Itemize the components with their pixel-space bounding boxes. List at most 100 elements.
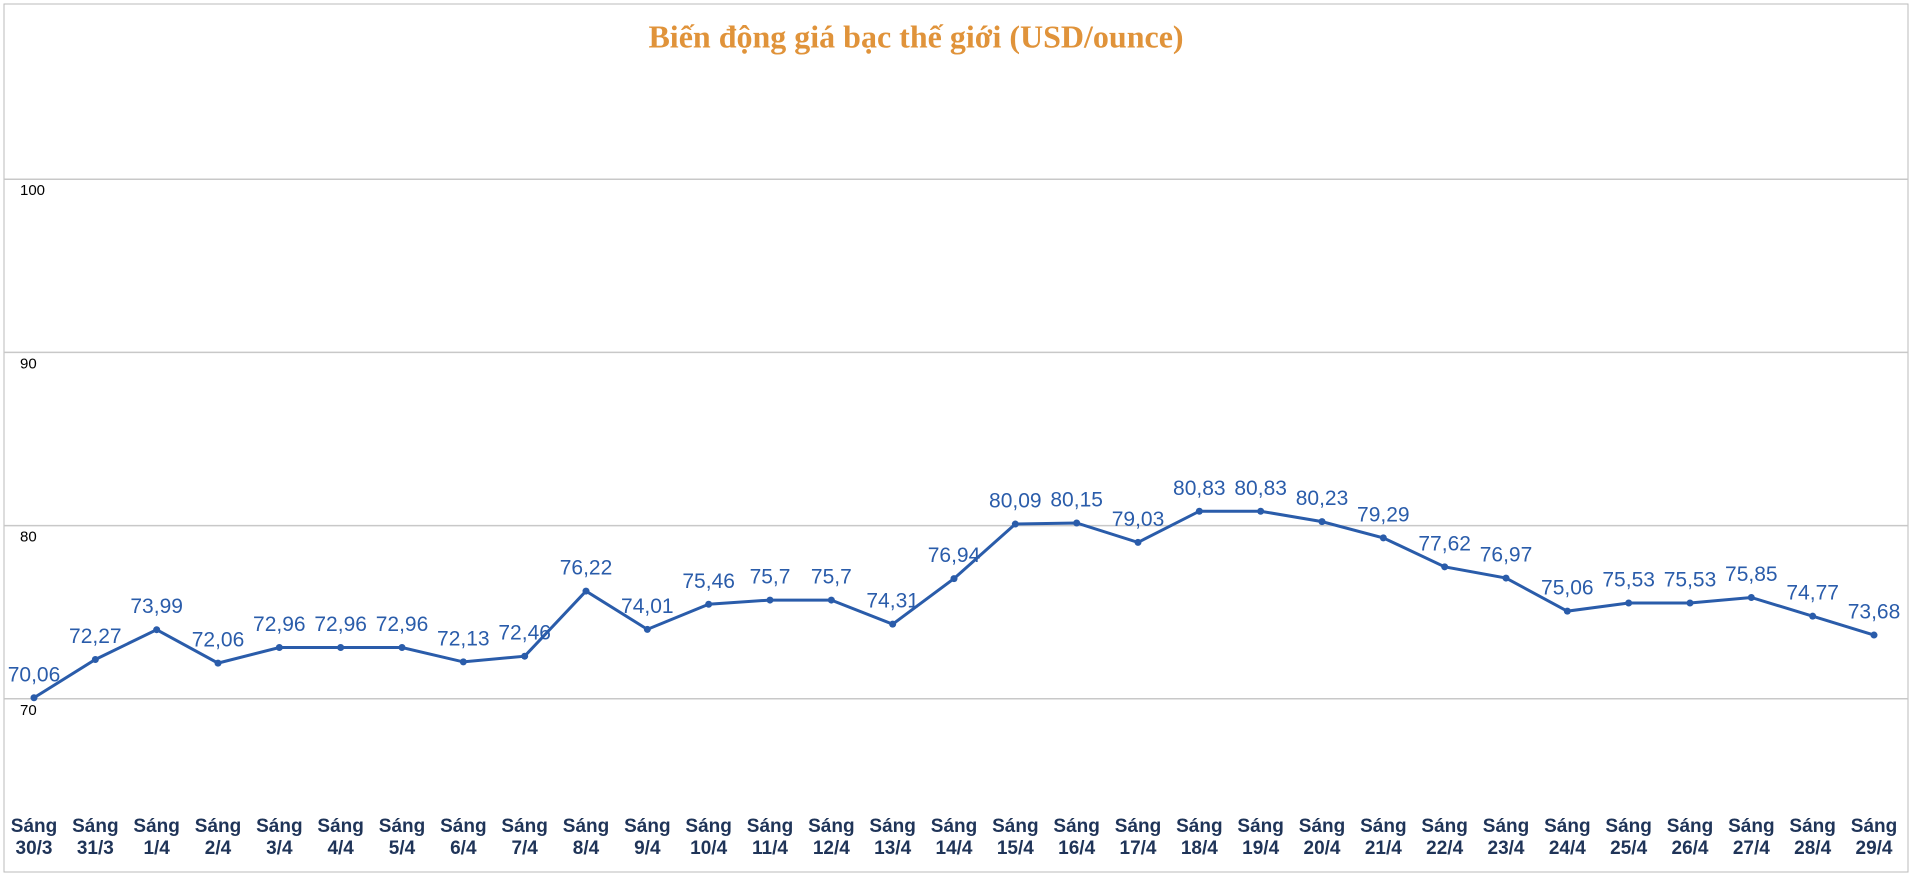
point [766, 596, 774, 604]
point [1809, 612, 1817, 620]
x-tick-label: Sáng 29/4 [1850, 816, 1898, 859]
x-tick-label: Sáng 5/4 [378, 816, 426, 859]
data-label: 72,46 [498, 622, 551, 645]
x-tick-label: Sáng 11/4 [746, 816, 794, 859]
point [337, 644, 345, 652]
point [1318, 518, 1326, 526]
frame [3, 3, 1909, 873]
point [889, 620, 897, 628]
line [33, 509, 1875, 700]
point [1379, 534, 1387, 542]
x-tick-label: Sáng 25/4 [1605, 816, 1652, 859]
x-tick-label: Sáng 31/3 [72, 816, 119, 859]
data-label: 80,83 [1234, 477, 1287, 500]
x-tick-label: Sáng 21/4 [1360, 816, 1407, 859]
point [398, 644, 406, 652]
point [950, 575, 958, 583]
x-tick-label: Sáng 24/4 [1544, 816, 1591, 859]
data-label: 80,83 [1173, 477, 1226, 500]
point [1195, 507, 1203, 515]
data-label: 75,06 [1541, 577, 1594, 600]
data-label: 74,31 [866, 590, 919, 613]
y-tick-label: 100 [20, 182, 45, 199]
data-label: 75,46 [682, 570, 735, 593]
x-tick-label: Sáng 30/3 [10, 816, 58, 859]
x-tick-label: Sáng 10/4 [685, 816, 732, 859]
y-tick-label: 80 [20, 529, 37, 546]
point [1257, 507, 1265, 515]
x-tick-label: Sáng 7/4 [501, 816, 548, 859]
data-label: 72,96 [253, 613, 306, 636]
point [521, 652, 529, 660]
data-label: 72,13 [437, 627, 490, 650]
point [1441, 563, 1449, 571]
point [1747, 593, 1755, 601]
x-tick-label: Sáng 22/4 [1421, 816, 1468, 859]
x-tick-label: Sáng 3/4 [256, 816, 303, 859]
data-label: 79,29 [1357, 503, 1410, 526]
x-tick-label: Sáng 18/4 [1176, 816, 1223, 859]
data-label: 72,06 [192, 629, 245, 652]
point [643, 625, 651, 633]
point [459, 658, 467, 666]
point [214, 659, 222, 667]
point [1073, 519, 1081, 527]
data-label: 75,7 [750, 566, 791, 589]
x-tick-label: Sáng 12/4 [808, 816, 855, 859]
x-tick-label: Sáng 16/4 [1053, 816, 1100, 859]
point [582, 587, 590, 595]
point [705, 600, 713, 608]
x-tick-label: Sáng 20/4 [1298, 816, 1346, 859]
data-label: 80,15 [1050, 489, 1103, 512]
data-label: 72,96 [376, 613, 429, 636]
data-label: 74,01 [621, 595, 674, 618]
x-tick-label: Sáng 2/4 [194, 816, 242, 859]
x-tick-label: Sáng 1/4 [133, 816, 180, 859]
x-tick-label: Sáng 23/4 [1482, 816, 1530, 859]
point [275, 644, 283, 652]
point [1134, 538, 1142, 546]
data-label: 73,99 [130, 595, 183, 618]
y-tick-label: 70 [20, 702, 37, 719]
data-label: 76,94 [928, 544, 981, 567]
data-label: 76,22 [560, 557, 613, 580]
x-tick-label: Sáng 4/4 [317, 816, 364, 859]
point [91, 655, 99, 663]
x-tick-label: Sáng 6/4 [440, 816, 487, 859]
data-label: 79,03 [1112, 508, 1165, 531]
data-label: 75,53 [1664, 569, 1717, 592]
point [1870, 631, 1878, 639]
data-label: 72,27 [69, 625, 122, 648]
x-tick-label: Sáng 9/4 [624, 816, 671, 859]
data-label: 75,85 [1725, 563, 1778, 586]
x-tick-label: Sáng 13/4 [869, 816, 916, 859]
point [1502, 574, 1510, 582]
x-tick-label: Sáng 26/4 [1666, 816, 1714, 859]
data-label: 80,23 [1296, 487, 1349, 510]
point [1686, 599, 1694, 607]
chart-title: Biến động giá bạc thế giới (USD/ounce) [648, 18, 1183, 54]
data-label: 75,7 [811, 566, 852, 589]
x-tick-label: Sáng 17/4 [1114, 816, 1162, 859]
data-label: 80,09 [989, 490, 1042, 513]
point [1563, 607, 1571, 615]
x-tick-label: Sáng 19/4 [1237, 816, 1284, 859]
point [1011, 520, 1019, 528]
point [153, 626, 161, 634]
x-tick-label: Sáng 27/4 [1728, 816, 1775, 859]
x-tick-label: Sáng 15/4 [992, 816, 1039, 859]
data-label: 75,53 [1602, 569, 1655, 592]
point [1625, 599, 1633, 607]
point [827, 596, 835, 604]
data-label: 73,68 [1848, 601, 1901, 624]
point [30, 694, 38, 702]
data-label: 74,77 [1786, 582, 1839, 605]
x-tick-label: Sáng 8/4 [562, 816, 610, 859]
data-label: 72,96 [314, 613, 367, 636]
x-tick-label: Sáng 14/4 [930, 816, 978, 859]
data-label: 76,97 [1480, 544, 1533, 567]
y-tick-label: 90 [20, 355, 37, 372]
data-label: 77,62 [1418, 532, 1471, 555]
